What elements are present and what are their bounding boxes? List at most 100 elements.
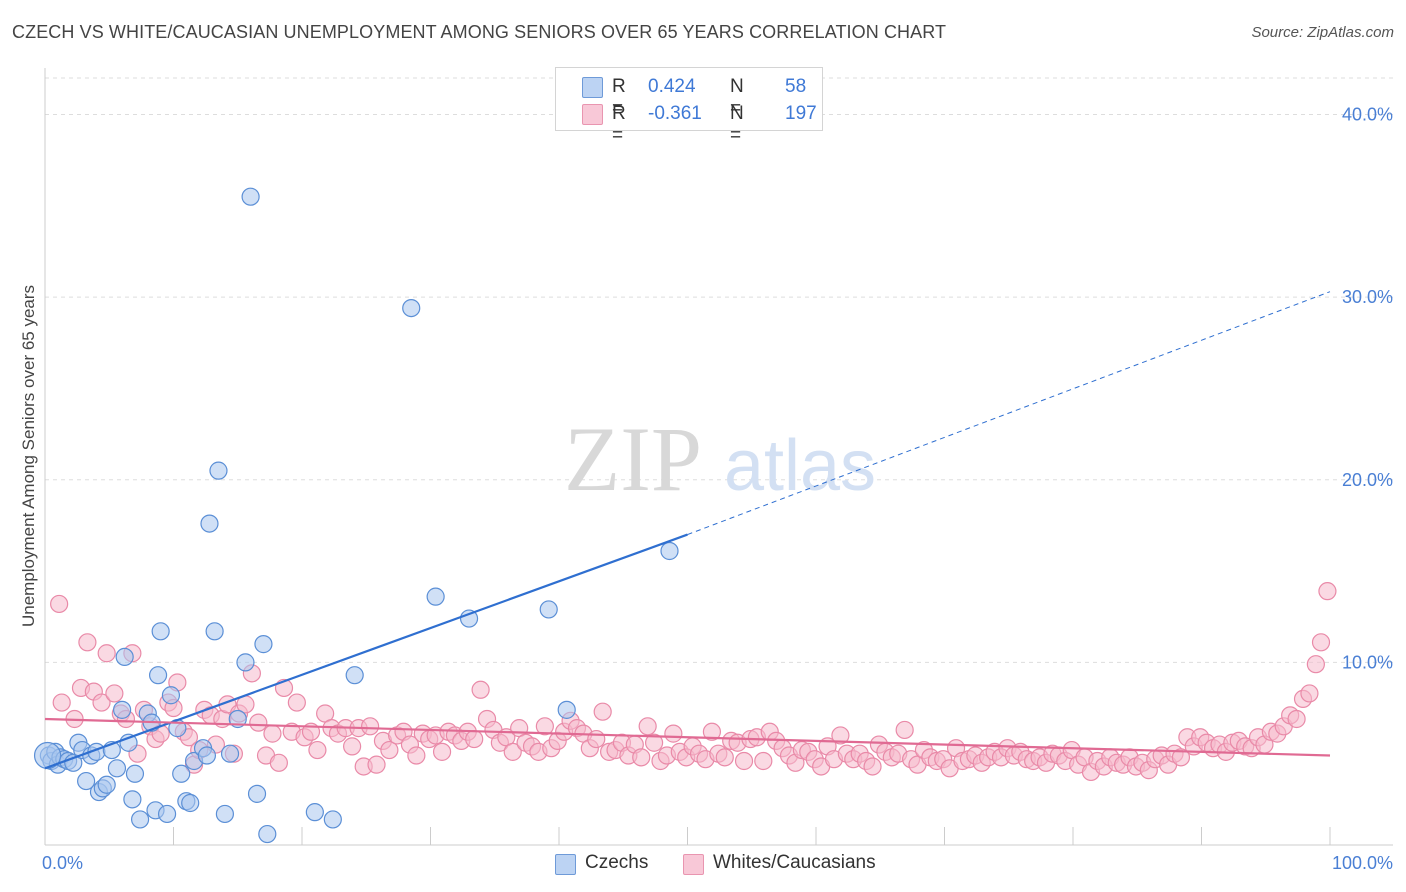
white-point	[1311, 633, 1331, 652]
white-point	[287, 693, 306, 712]
czech-point	[172, 764, 191, 783]
watermark: ZIP atlas	[564, 408, 876, 510]
white-point	[471, 680, 490, 699]
czech-point	[215, 804, 234, 824]
grid	[45, 77, 1393, 663]
czech-trend-line	[44, 533, 688, 770]
r-value: -0.361	[648, 103, 702, 124]
czech-point	[539, 600, 558, 619]
white-point	[343, 737, 362, 756]
czech-point	[77, 771, 96, 791]
czech-point	[148, 666, 168, 685]
white-point	[632, 748, 651, 767]
white-point	[754, 751, 773, 771]
white-point	[308, 740, 327, 760]
czech-point	[205, 622, 224, 641]
white-point	[105, 684, 124, 703]
white-point	[715, 748, 734, 767]
white-point	[367, 755, 386, 774]
czech-point	[130, 810, 150, 829]
white-point	[1171, 748, 1191, 767]
czech-point	[459, 609, 479, 628]
n-value: 58	[785, 76, 807, 97]
white-point	[644, 733, 664, 752]
white-point	[1318, 582, 1337, 601]
axes	[44, 68, 1393, 846]
white-point	[702, 722, 722, 741]
czech-point	[402, 299, 421, 318]
r-label: R =	[612, 76, 626, 119]
white-swatch	[683, 854, 704, 875]
czech-point	[161, 686, 181, 705]
czech-point	[107, 759, 127, 778]
tick-labels: 10.0% 20.0% 30.0% 40.0% 0.0% 100.0% Unem…	[19, 105, 1393, 873]
y-tick-label: 30.0%	[1342, 287, 1393, 307]
czech-trend-extension	[687, 291, 1331, 536]
czech-point	[125, 764, 145, 783]
white-point	[1287, 709, 1306, 729]
czech-point	[236, 653, 255, 672]
white-point	[263, 724, 282, 743]
correlation-legend: R = 0.424 N = 58 R = -0.361 N = 197	[555, 67, 823, 146]
legend-label: Whites/Caucasians	[713, 852, 876, 873]
czech-point	[228, 709, 247, 729]
czech-swatch	[582, 77, 603, 98]
y-tick-label: 20.0%	[1342, 470, 1393, 490]
white-point	[638, 717, 657, 736]
white-point	[664, 724, 683, 743]
white-trend-line	[44, 717, 1331, 757]
white-swatch	[582, 104, 603, 125]
source-label: Source: ZipAtlas.com	[1251, 24, 1394, 41]
czech-point	[157, 804, 177, 824]
czech-point	[197, 746, 217, 765]
white-point	[593, 702, 612, 721]
y-tick-label: 10.0%	[1342, 652, 1393, 672]
white-point	[269, 753, 288, 772]
white-point	[863, 757, 882, 776]
n-label: N =	[730, 76, 744, 119]
white-point	[92, 693, 111, 712]
n-value: 197	[785, 103, 817, 124]
white-point	[50, 594, 69, 614]
czech-point	[557, 700, 576, 719]
white-point	[52, 693, 71, 712]
white-point	[97, 644, 116, 663]
czech-series	[33, 187, 679, 844]
white-point	[465, 729, 484, 749]
r-value: 0.424	[648, 76, 696, 97]
czech-point	[247, 784, 267, 803]
r-label: R =	[612, 103, 626, 146]
white-point	[1306, 655, 1325, 674]
czech-point	[115, 647, 134, 667]
czech-point	[258, 824, 277, 844]
legend-label: Czechs	[585, 852, 649, 873]
czech-point	[426, 587, 445, 606]
czech-point	[123, 790, 142, 809]
chart-title: CZECH VS WHITE/CAUCASIAN UNEMPLOYMENT AM…	[12, 22, 947, 42]
czech-swatch	[555, 854, 576, 875]
czech-point	[220, 744, 240, 763]
y-axis-label: Unemployment Among Seniors over 65 years	[19, 285, 38, 627]
white-point	[1300, 684, 1319, 703]
white-point	[734, 751, 754, 771]
czech-point	[151, 622, 170, 641]
white-point	[407, 746, 426, 765]
white-point	[587, 729, 606, 749]
white-point	[831, 726, 850, 745]
x-tick-label: 0.0%	[42, 853, 83, 873]
czech-point	[97, 775, 116, 794]
white-point	[380, 740, 399, 760]
czech-point	[305, 803, 324, 822]
white-point	[503, 742, 522, 761]
czech-point	[345, 666, 364, 685]
n-label: N =	[730, 103, 744, 146]
white-point	[78, 633, 97, 652]
white-point	[432, 742, 452, 761]
white-point	[249, 713, 268, 732]
czech-point	[112, 700, 132, 719]
white-point	[361, 717, 380, 736]
czech-point	[254, 635, 273, 654]
white-point	[895, 720, 914, 740]
x-tick-label: 100.0%	[1332, 853, 1393, 873]
